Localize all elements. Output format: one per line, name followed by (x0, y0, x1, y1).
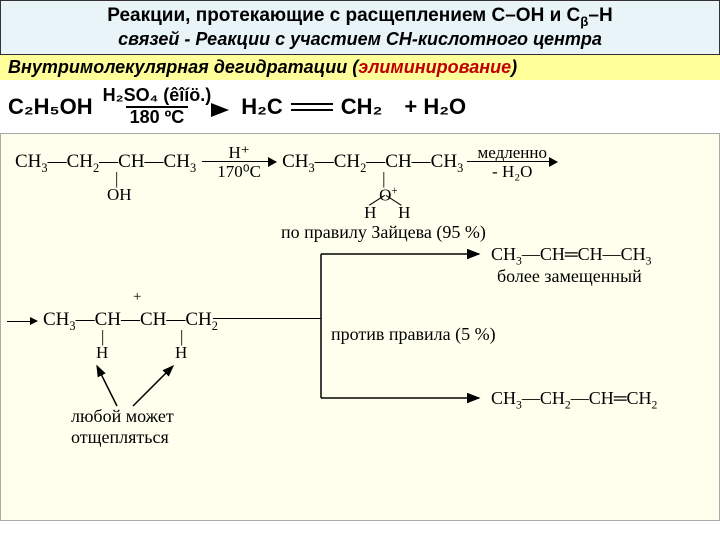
chain-2: CH3—CH2—CH—CH3 (282, 151, 463, 172)
mechanism-panel: CH3—CH2—CH—CH3 | OH H⁺ 170⁰C CH3—CH2—CH—… (0, 133, 720, 521)
arrow-protonation: H⁺ 170⁰C (202, 144, 276, 182)
molecule-oxonium: CH3—CH2—CH—CH3 | O+ H H ╱ ╲ (282, 151, 463, 176)
leading-arrow (7, 321, 37, 322)
carbocation-plus: + (133, 289, 141, 306)
double-bond (291, 103, 333, 111)
h-elimination-arrows (75, 358, 205, 408)
arrow2-top: медленно (478, 144, 547, 161)
subheader-black: Внутримолекулярная дегидратации ( (8, 57, 358, 77)
molecule-butan2ol: CH3—CH2—CH—CH3 | OH (15, 151, 196, 176)
any-h-label: любой может отщепляться (71, 406, 174, 448)
anti-product: CH3—CH2—CH═CH2 (491, 388, 657, 412)
product-right: CH₂ (341, 94, 383, 120)
arrow1-line (202, 161, 276, 162)
chain-3: CH3—CH—CH—CH2 (43, 309, 218, 330)
header-panel: Реакции, протекающие с расщеплением С–ОН… (0, 0, 720, 55)
reaction-conditions: H₂SO₄ (êîíö.) 180 ºC (103, 86, 212, 128)
arrow-head-main (211, 102, 229, 122)
arrow2-bot: - H₂O (492, 162, 532, 182)
subheader-panel: Внутримолекулярная дегидратации (элимини… (0, 55, 720, 80)
branch-stem (213, 318, 321, 319)
mechanism-row-1: CH3—CH2—CH—CH3 | OH H⁺ 170⁰C CH3—CH2—CH—… (15, 144, 711, 182)
header-line-1: Реакции, протекающие с расщеплением С–ОН… (9, 5, 711, 29)
arrow2-line (467, 161, 557, 162)
subheader-red: элиминирование (358, 57, 511, 77)
zaitsev-note: более замещенный (497, 266, 642, 287)
product-left: H₂C (241, 94, 283, 120)
zaitsev-product: CH3—CH═CH—CH3 (491, 244, 651, 268)
chain-1: CH3—CH2—CH—CH3 (15, 151, 196, 172)
zaitsev-label: по правилу Зайцева (95 %) (281, 222, 486, 243)
main-equation: C₂H₅OH H₂SO₄ (êîíö.) 180 ºC H₂C CH₂ + H₂… (0, 80, 720, 134)
arrow1-top: H⁺ (229, 144, 250, 161)
oh-group: OH (107, 185, 132, 205)
cond-bot: 180 ºC (126, 106, 189, 128)
plus-water: + H₂O (404, 94, 466, 120)
header-text-b: –Н (588, 5, 612, 26)
cond-top: H₂SO₄ (êîíö.) (103, 86, 212, 106)
molecule-carbocation: CH3—CH—CH—CH2 + | | H H (43, 309, 218, 334)
subheader-close: ) (511, 57, 517, 77)
arrow1-bot: 170⁰C (217, 162, 261, 182)
header-text-a: Реакции, протекающие с расщеплением С–ОН… (107, 5, 580, 26)
reactant: C₂H₅OH (8, 94, 93, 120)
header-line-2: связей - Реакции с участием СН-кислотног… (9, 29, 711, 50)
mechanism-row-2: CH3—CH—CH—CH2 + | | H H (7, 309, 218, 334)
anti-label: против правила (5 %) (331, 324, 496, 345)
arrow-dehydration: медленно - H₂O (467, 144, 557, 182)
